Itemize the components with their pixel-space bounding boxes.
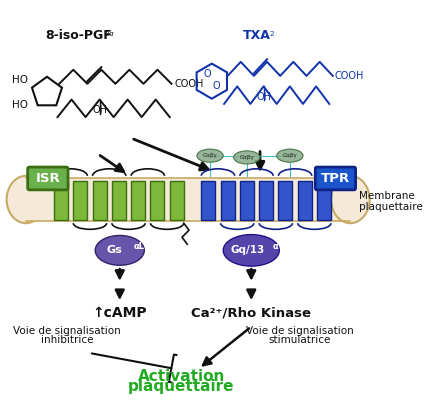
Bar — [240, 181, 254, 220]
Text: Activation: Activation — [137, 369, 225, 384]
Ellipse shape — [7, 176, 45, 223]
Text: Membrane: Membrane — [359, 191, 415, 201]
FancyBboxPatch shape — [315, 167, 356, 190]
Text: Voie de signalisation: Voie de signalisation — [13, 326, 121, 336]
Text: HO: HO — [12, 75, 28, 85]
Text: Gαβγ: Gαβγ — [283, 153, 297, 158]
Text: plaquettaire: plaquettaire — [128, 379, 234, 394]
Bar — [317, 181, 331, 220]
Text: αL: αL — [134, 242, 145, 251]
Text: Gq/13: Gq/13 — [231, 245, 265, 255]
Bar — [73, 181, 87, 220]
Text: OH: OH — [256, 92, 271, 102]
Text: $_{2\alpha}$: $_{2\alpha}$ — [104, 29, 115, 39]
Text: ↑cAMP: ↑cAMP — [93, 307, 147, 320]
Bar — [259, 181, 273, 220]
Ellipse shape — [234, 151, 260, 164]
FancyBboxPatch shape — [28, 167, 68, 190]
Text: TXA: TXA — [243, 29, 270, 42]
Text: OH: OH — [92, 105, 107, 116]
Text: COOH: COOH — [174, 79, 204, 89]
Text: Voie de signalisation: Voie de signalisation — [246, 326, 353, 336]
Bar — [112, 181, 126, 220]
Text: plaquettaire: plaquettaire — [359, 202, 423, 212]
Bar — [54, 181, 68, 220]
Bar — [221, 181, 235, 220]
Text: inhibitrice: inhibitrice — [41, 336, 94, 345]
Text: Gαβγ: Gαβγ — [240, 155, 254, 160]
Text: Gs: Gs — [107, 245, 122, 255]
Bar — [201, 181, 215, 220]
Bar — [93, 181, 107, 220]
Bar — [131, 181, 145, 220]
Text: COOH: COOH — [334, 71, 364, 81]
Bar — [150, 181, 164, 220]
Bar — [278, 181, 292, 220]
Text: $_{2}$: $_{2}$ — [269, 29, 275, 39]
Bar — [298, 181, 312, 220]
Text: 8-iso-PGF: 8-iso-PGF — [45, 29, 112, 42]
Text: α: α — [272, 242, 278, 251]
Ellipse shape — [331, 176, 370, 223]
Ellipse shape — [95, 236, 144, 265]
Text: TPR: TPR — [321, 172, 350, 185]
Text: ISR: ISR — [35, 172, 60, 185]
Bar — [26, 178, 350, 221]
Text: Gαβγ: Gαβγ — [203, 153, 217, 158]
Text: stimulatrice: stimulatrice — [268, 336, 331, 345]
Bar — [170, 181, 184, 220]
Ellipse shape — [223, 235, 279, 266]
Text: Ca²⁺/Rho Kinase: Ca²⁺/Rho Kinase — [191, 307, 311, 320]
Ellipse shape — [277, 149, 303, 162]
Text: O: O — [204, 69, 211, 79]
Ellipse shape — [197, 149, 223, 162]
Text: HO: HO — [12, 100, 28, 110]
Text: O: O — [212, 81, 220, 92]
